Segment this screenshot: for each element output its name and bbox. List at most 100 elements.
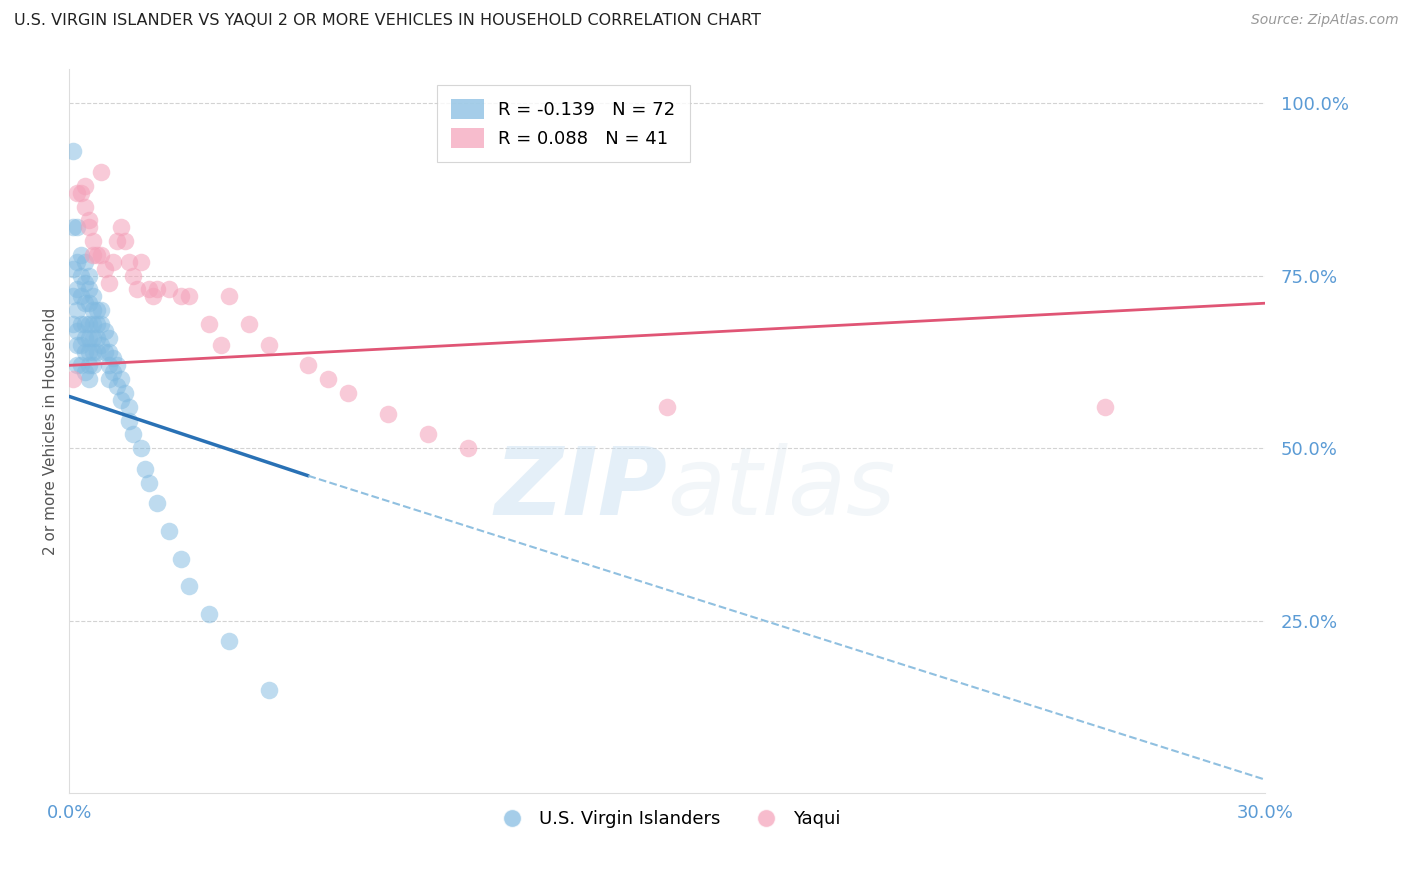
Point xyxy=(209,337,232,351)
Point xyxy=(82,234,104,248)
Point xyxy=(77,359,100,373)
Point xyxy=(94,261,117,276)
Point xyxy=(110,220,132,235)
Point xyxy=(77,317,100,331)
Point xyxy=(82,317,104,331)
Point xyxy=(77,296,100,310)
Point xyxy=(82,344,104,359)
Point xyxy=(138,282,160,296)
Point xyxy=(114,234,136,248)
Point xyxy=(90,317,112,331)
Point xyxy=(377,407,399,421)
Point xyxy=(90,165,112,179)
Point xyxy=(82,289,104,303)
Point xyxy=(90,337,112,351)
Point xyxy=(86,344,108,359)
Point xyxy=(101,255,124,269)
Point xyxy=(70,248,93,262)
Text: atlas: atlas xyxy=(666,443,896,534)
Point xyxy=(90,303,112,318)
Point xyxy=(75,344,97,359)
Point xyxy=(75,365,97,379)
Point xyxy=(142,289,165,303)
Point xyxy=(66,359,89,373)
Point xyxy=(98,372,121,386)
Point xyxy=(146,282,169,296)
Point xyxy=(416,427,439,442)
Point xyxy=(177,289,200,303)
Text: U.S. VIRGIN ISLANDER VS YAQUI 2 OR MORE VEHICLES IN HOUSEHOLD CORRELATION CHART: U.S. VIRGIN ISLANDER VS YAQUI 2 OR MORE … xyxy=(14,13,761,29)
Point xyxy=(62,145,84,159)
Point xyxy=(101,351,124,366)
Point xyxy=(125,282,148,296)
Point xyxy=(105,359,128,373)
Point xyxy=(70,289,93,303)
Legend: U.S. Virgin Islanders, Yaqui: U.S. Virgin Islanders, Yaqui xyxy=(486,803,848,835)
Point xyxy=(75,255,97,269)
Point xyxy=(1094,400,1116,414)
Point xyxy=(157,282,180,296)
Point xyxy=(457,441,479,455)
Point xyxy=(86,331,108,345)
Point xyxy=(197,607,219,621)
Point xyxy=(70,359,93,373)
Point xyxy=(170,551,193,566)
Point xyxy=(77,331,100,345)
Text: Source: ZipAtlas.com: Source: ZipAtlas.com xyxy=(1251,13,1399,28)
Point xyxy=(98,359,121,373)
Point xyxy=(86,303,108,318)
Point xyxy=(98,344,121,359)
Text: ZIP: ZIP xyxy=(494,443,666,535)
Point xyxy=(316,372,339,386)
Point xyxy=(77,268,100,283)
Point xyxy=(82,331,104,345)
Point xyxy=(75,296,97,310)
Point xyxy=(337,386,360,401)
Point xyxy=(62,372,84,386)
Point xyxy=(118,255,141,269)
Point xyxy=(62,220,84,235)
Point xyxy=(62,317,84,331)
Point xyxy=(170,289,193,303)
Point xyxy=(70,337,93,351)
Point xyxy=(75,200,97,214)
Point xyxy=(82,359,104,373)
Point xyxy=(218,289,240,303)
Point xyxy=(146,496,169,510)
Point xyxy=(77,220,100,235)
Point xyxy=(110,372,132,386)
Point xyxy=(70,186,93,200)
Point xyxy=(105,379,128,393)
Point xyxy=(197,317,219,331)
Point xyxy=(110,392,132,407)
Point xyxy=(134,462,156,476)
Point xyxy=(655,400,678,414)
Point xyxy=(70,317,93,331)
Point xyxy=(257,682,280,697)
Point xyxy=(70,268,93,283)
Point xyxy=(82,303,104,318)
Point xyxy=(257,337,280,351)
Point xyxy=(86,317,108,331)
Point xyxy=(66,303,89,318)
Point xyxy=(118,400,141,414)
Point xyxy=(77,344,100,359)
Point xyxy=(86,248,108,262)
Point xyxy=(238,317,260,331)
Point xyxy=(157,524,180,538)
Point xyxy=(114,386,136,401)
Point xyxy=(105,234,128,248)
Point xyxy=(77,282,100,296)
Point xyxy=(129,255,152,269)
Point xyxy=(94,344,117,359)
Point xyxy=(77,372,100,386)
Point xyxy=(218,634,240,648)
Point xyxy=(122,268,145,283)
Point xyxy=(62,289,84,303)
Point xyxy=(90,248,112,262)
Point xyxy=(66,255,89,269)
Point xyxy=(297,359,319,373)
Point xyxy=(75,178,97,193)
Point xyxy=(177,579,200,593)
Point xyxy=(66,324,89,338)
